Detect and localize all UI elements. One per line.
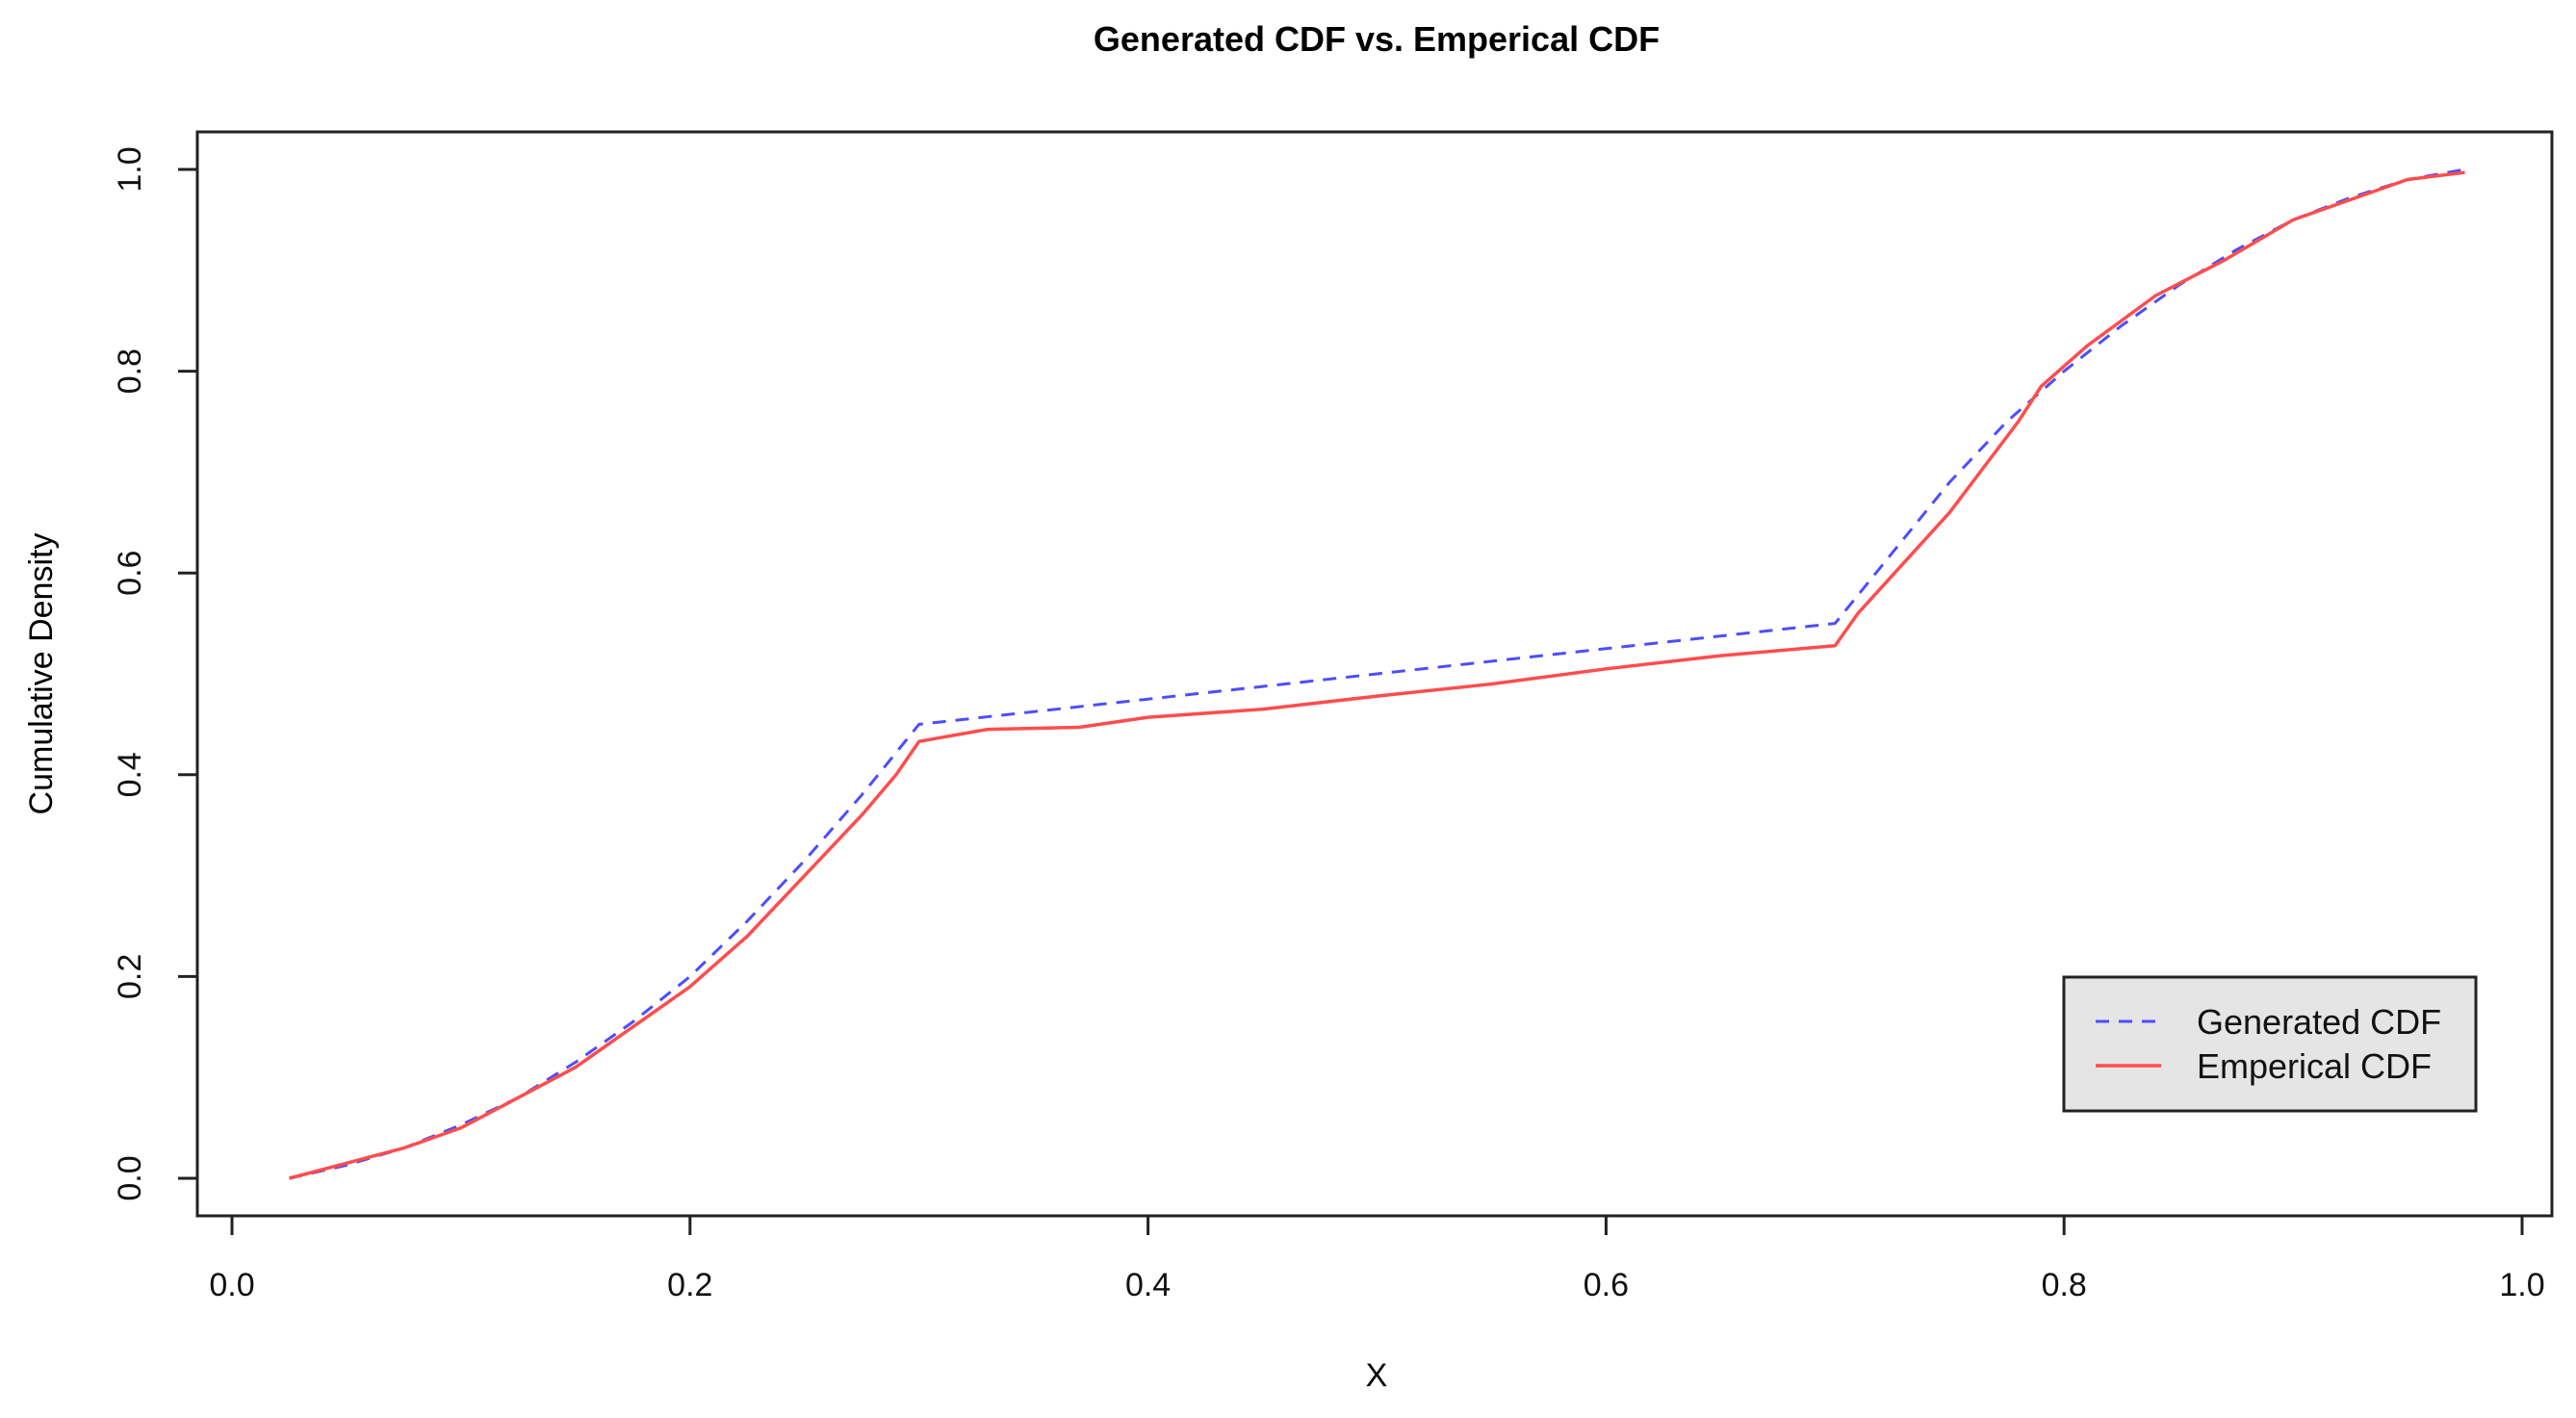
y-axis-label: Cumulative Density [23, 533, 60, 815]
x-tick-label: 0.6 [1584, 1267, 1629, 1303]
y-axis: 0.0 0.2 0.4 0.6 0.8 1.0 [112, 146, 199, 1201]
legend: Generated CDF Emperical CDF [2062, 975, 2478, 1113]
y-tick-label: 0.6 [112, 551, 148, 596]
series-line-emperical [289, 170, 2465, 1180]
series-group [289, 168, 2465, 1180]
x-tick-label: 0.8 [2042, 1267, 2087, 1303]
y-tick-label: 0.0 [112, 1155, 148, 1200]
x-tick-label: 0.4 [1125, 1267, 1171, 1303]
x-axis-label: X [1366, 1357, 1388, 1394]
x-tick-label: 0.2 [667, 1267, 712, 1303]
x-axis: 0.0 0.2 0.4 0.6 0.8 1.0 [209, 1214, 2545, 1303]
x-tick-label: 0.0 [209, 1267, 254, 1303]
chart-title: Generated CDF vs. Emperical CDF [1094, 19, 1660, 59]
y-tick-label: 1.0 [112, 146, 148, 192]
legend-box [2062, 975, 2478, 1113]
y-tick-label: 0.2 [112, 954, 148, 999]
legend-label-generated: Generated CDF [2197, 1002, 2441, 1042]
y-tick-label: 0.8 [112, 348, 148, 394]
y-tick-label: 0.4 [112, 752, 148, 797]
x-tick-label: 1.0 [2499, 1267, 2544, 1303]
legend-label-emperical: Emperical CDF [2197, 1046, 2432, 1086]
